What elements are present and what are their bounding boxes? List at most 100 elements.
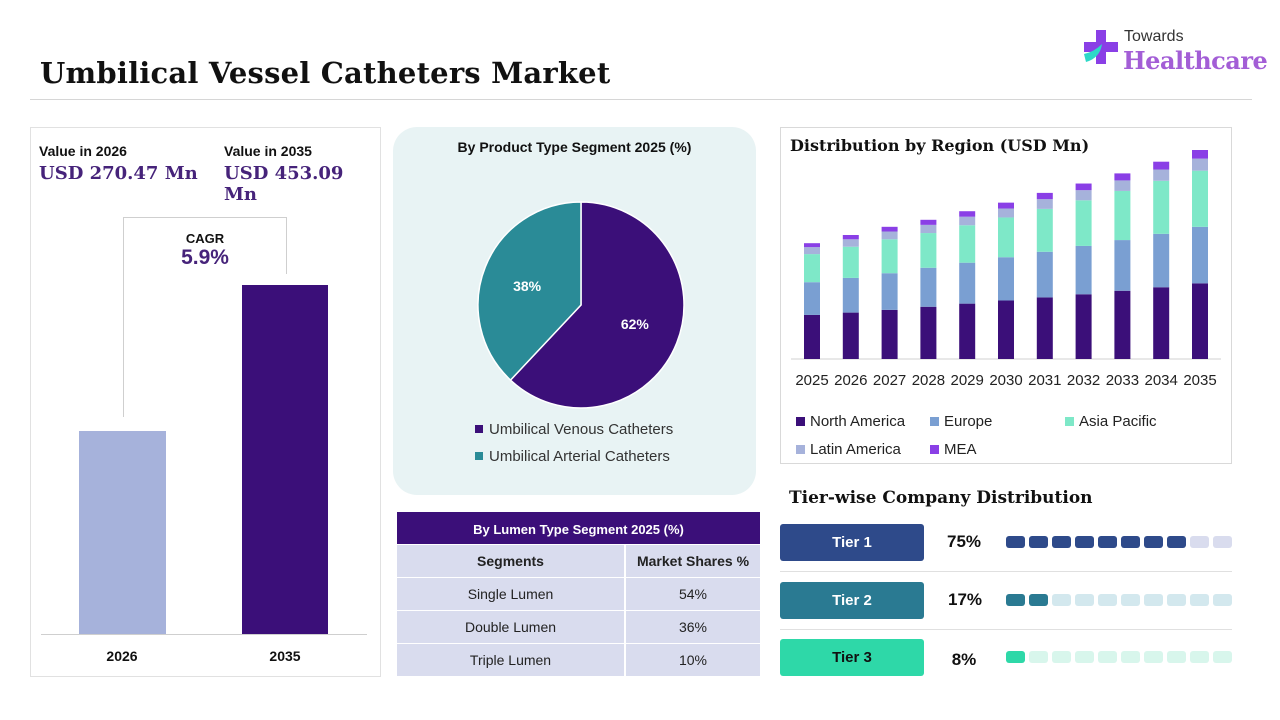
- bar-2035: [242, 285, 328, 634]
- lumen-type-table: By Lumen Type Segment 2025 (%) Segments …: [397, 512, 760, 676]
- tier-meter-segment: [1075, 651, 1094, 663]
- tier-meter-segment: [1167, 651, 1186, 663]
- bar-segment: [1075, 245, 1092, 295]
- x-tick-label: 2028: [912, 372, 945, 389]
- bar-segment: [881, 273, 898, 310]
- bar-segment: [1036, 208, 1053, 252]
- tier-meter-segment: [1006, 536, 1025, 548]
- bar-segment: [1192, 170, 1208, 227]
- table-cell-share: 36%: [626, 611, 760, 643]
- pie-chart: 62% 38%: [477, 201, 685, 409]
- tier-meter-segment: [1167, 594, 1186, 606]
- pie-slice-label: 62%: [621, 316, 650, 332]
- pie-legend-label: Umbilical Venous Catheters: [489, 421, 674, 438]
- bar-segment: [881, 239, 898, 274]
- bar-segment: [1114, 190, 1131, 241]
- bar-segment: [920, 233, 937, 268]
- brand-logo: Towards Healthcare: [1080, 28, 1268, 78]
- chart-baseline: [41, 634, 367, 635]
- cagr-value: 5.9%: [181, 246, 229, 269]
- table-cell-segment: Triple Lumen: [397, 644, 624, 676]
- bar-segment: [842, 277, 859, 313]
- tier-meter-segment: [1006, 594, 1025, 606]
- tier-1-badge: Tier 1: [780, 524, 924, 561]
- bar-segment: [920, 306, 937, 359]
- cagr-label: CAGR: [185, 231, 225, 246]
- region-legend-mea: MEA: [930, 441, 977, 458]
- tier-3-badge: Tier 3: [780, 639, 924, 676]
- region-legend-asia-pacific: Asia Pacific: [1065, 413, 1157, 430]
- bar-segment: [881, 231, 898, 240]
- bar-segment: [804, 247, 820, 255]
- x-tick-label: 2030: [989, 372, 1022, 389]
- value-2026-amount: USD 270.47 Mn: [39, 163, 198, 184]
- pie-chart-title: By Product Type Segment 2025 (%): [457, 139, 692, 155]
- bar-segment: [804, 254, 820, 283]
- bar-segment: [842, 235, 859, 240]
- legend-swatch-europe: [930, 417, 939, 426]
- legend-swatch-north-america: [796, 417, 805, 426]
- bar-segment: [1153, 287, 1170, 359]
- bar-segment: [1153, 180, 1170, 234]
- x-tick-label: 2025: [795, 372, 828, 389]
- tier-meter-segment: [1121, 651, 1140, 663]
- legend-swatch-arterial: [475, 452, 483, 461]
- pie-legend-label: Umbilical Arterial Catheters: [489, 448, 670, 465]
- region-distribution-panel: Distribution by Region (USD Mn) 2025 2026…: [780, 127, 1232, 464]
- tier-1-percent: 75%: [946, 532, 982, 551]
- x-tick-label: 2035: [1183, 372, 1216, 389]
- bar-segment: [1114, 290, 1131, 359]
- tier-meter-segment: [1075, 594, 1094, 606]
- legend-swatch-mea: [930, 445, 939, 454]
- tier-2-badge: Tier 2: [780, 582, 924, 619]
- bar-segment: [842, 312, 859, 359]
- bar-2026: [79, 431, 166, 634]
- table-cell-share: 10%: [626, 644, 760, 676]
- bar-segment: [998, 300, 1014, 359]
- bar-segment: [920, 267, 937, 307]
- table-cell-share: 54%: [626, 578, 760, 610]
- tier-meter-segment: [1190, 536, 1209, 548]
- table-cell-segment: Single Lumen: [397, 578, 624, 610]
- region-legend-label: North America: [810, 413, 906, 430]
- table-header-row: Segments Market Shares %: [397, 545, 760, 578]
- table-row: Double Lumen 36%: [397, 611, 760, 644]
- value-2035-amount: USD 453.09 Mn: [224, 163, 344, 205]
- bar-segment: [1075, 200, 1092, 246]
- table-cell-segment: Double Lumen: [397, 611, 624, 643]
- bar-segment: [1114, 180, 1131, 191]
- table-row: Single Lumen 54%: [397, 578, 760, 611]
- table-row: Triple Lumen 10%: [397, 644, 760, 677]
- bar-segment: [842, 246, 859, 278]
- bar-segment: [1114, 240, 1131, 291]
- bar-segment: [959, 303, 976, 359]
- logo-text-main: Healthcare: [1123, 46, 1268, 75]
- bar-segment: [881, 226, 898, 232]
- bar-segment: [1114, 173, 1131, 181]
- tier-meter-segment: [1052, 651, 1071, 663]
- region-legend-label: Asia Pacific: [1079, 413, 1157, 430]
- tier-meter-segment: [1052, 536, 1071, 548]
- product-type-panel: By Product Type Segment 2025 (%) 62% 38% …: [393, 127, 756, 495]
- region-legend-north-america: North America: [796, 413, 905, 430]
- pie-slice: [509, 201, 685, 409]
- tier-meter-segment: [1144, 536, 1163, 548]
- tier-meter-segment: [1190, 651, 1209, 663]
- market-value-panel: Value in 2026 USD 270.47 Mn Value in 203…: [30, 127, 381, 677]
- bar-segment: [998, 217, 1014, 258]
- pie-slice: [477, 201, 582, 382]
- bar-segment: [1075, 183, 1092, 191]
- region-legend-europe: Europe: [930, 413, 992, 430]
- x-tick-label: 2026: [834, 372, 867, 389]
- tier-meter-segment: [1213, 594, 1232, 606]
- tier-meter-segment: [1052, 594, 1071, 606]
- tier-meter-segment: [1029, 536, 1048, 548]
- tier-meter-segment: [1029, 651, 1048, 663]
- region-legend-latin-america: Latin America: [796, 441, 901, 458]
- pie-legend-item-arterial: Umbilical Arterial Catheters: [475, 448, 670, 465]
- x-tick-label: 2034: [1145, 372, 1178, 389]
- x-tick-label: 2029: [951, 372, 984, 389]
- bar-segment: [1036, 297, 1053, 359]
- tier-meter-segment: [1075, 536, 1094, 548]
- bar-segment: [998, 208, 1014, 218]
